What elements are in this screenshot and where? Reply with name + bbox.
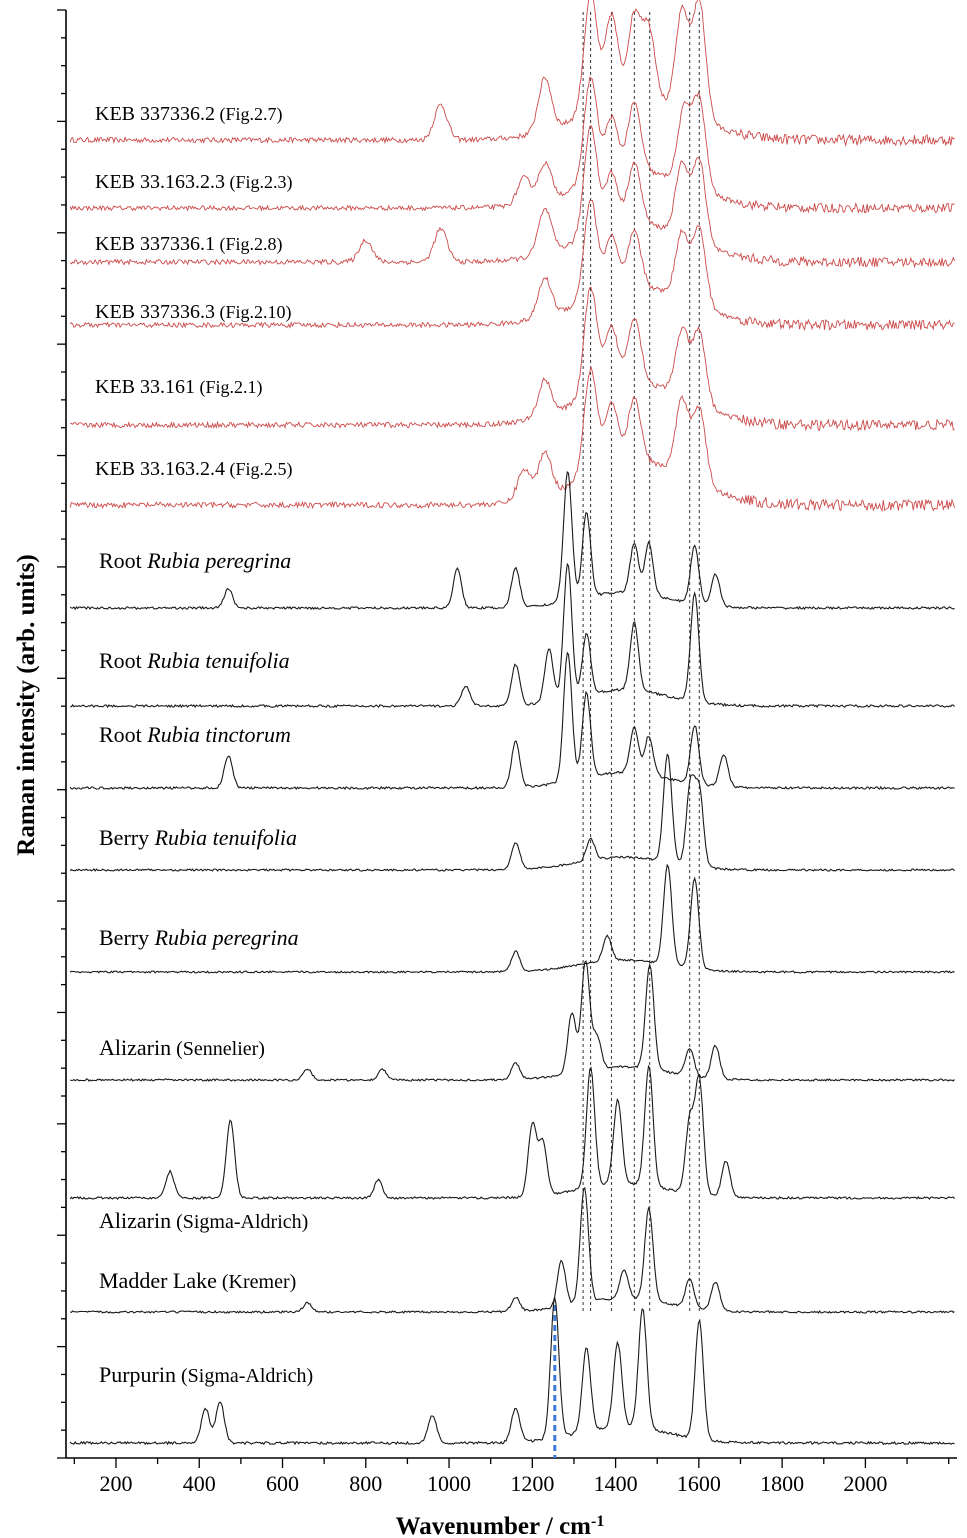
axes: 200 400 600 800 1000 1200 1400 1600 1800 2000	[57, 9, 957, 1496]
spectrum-label: KEB 33.161 (Fig.2.1)	[95, 376, 263, 398]
spectrum-line	[69, 366, 955, 513]
spectrum-label: Purpurin (Sigma-Aldrich)	[99, 1362, 313, 1387]
spectrum-line	[69, 1297, 955, 1446]
x-axis-title: Wavenumber / cm-1	[396, 1513, 605, 1538]
spectrum-line	[69, 1186, 955, 1314]
spectrum-line	[69, 470, 955, 611]
spectrum-line	[69, 125, 955, 269]
x-tick-label: 200	[99, 1471, 132, 1496]
y-axis-title: Raman intensity (arb. units)	[13, 554, 40, 855]
spectrum-line	[69, 1064, 955, 1200]
spectrum-label: Root Rubia peregrina	[99, 548, 291, 573]
x-tick-label: 800	[349, 1471, 382, 1496]
spectrum-label: Berry Rubia peregrina	[99, 925, 299, 950]
spectrum-label: Madder Lake (Kremer)	[99, 1268, 296, 1293]
x-tick-label: 1600	[677, 1471, 721, 1496]
spectrum-line	[69, 199, 955, 331]
spectrum-label: KEB 337336.3 (Fig.2.10)	[95, 301, 292, 323]
x-tick-label: 1000	[427, 1471, 471, 1496]
spectrum-label: KEB 33.163.2.4 (Fig.2.5)	[95, 458, 293, 480]
x-axis-unit-superscript: -1	[591, 1513, 604, 1530]
spectra	[69, 0, 955, 1446]
x-tick-label: 1400	[594, 1471, 638, 1496]
spectrum-label: Alizarin (Sennelier)	[99, 1035, 265, 1060]
spectrum-label: Alizarin (Sigma-Aldrich)	[99, 1208, 308, 1233]
spectrum-line	[69, 753, 955, 872]
spectrum-label: Root Rubia tinctorum	[99, 722, 291, 747]
x-tick-label: 400	[183, 1471, 216, 1496]
spectrum-label: Root Rubia tenuifolia	[99, 648, 290, 673]
spectrum-line	[70, 286, 955, 432]
spectrum-line	[69, 0, 955, 147]
reference-lines	[553, 12, 700, 1458]
spectrum-labels: KEB 337336.2 (Fig.2.7) KEB 33.163.2.3 (Fi…	[95, 103, 313, 1387]
spectrum-line	[69, 651, 955, 791]
x-tick-label: 1800	[760, 1471, 804, 1496]
spectrum-line	[69, 863, 955, 974]
spectrum-line	[69, 76, 955, 214]
x-tick-label: 600	[266, 1471, 299, 1496]
spectrum-label: KEB 33.163.2.3 (Fig.2.3)	[95, 171, 293, 193]
spectrum-label: KEB 337336.1 (Fig.2.8)	[95, 233, 283, 255]
x-tick-label: 1200	[510, 1471, 554, 1496]
spectrum-label: Berry Rubia tenuifolia	[99, 825, 297, 850]
x-tick-label: 2000	[843, 1471, 887, 1496]
spectrum-line	[70, 562, 955, 709]
spectrum-label: KEB 337336.2 (Fig.2.7)	[95, 103, 283, 125]
spectrum-line	[69, 960, 955, 1082]
